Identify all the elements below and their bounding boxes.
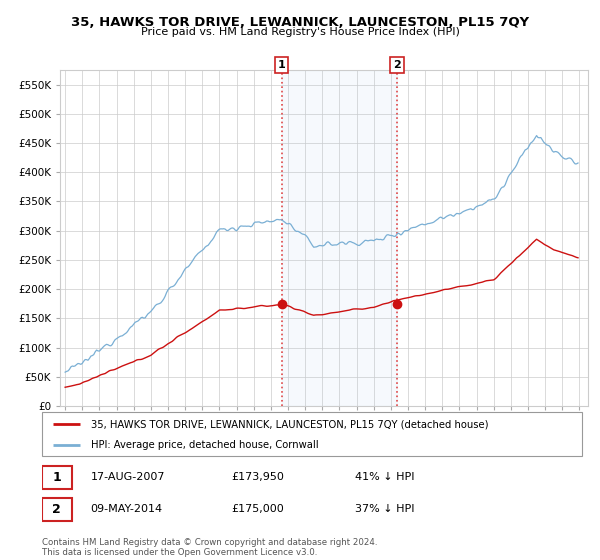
Text: 41% ↓ HPI: 41% ↓ HPI (355, 472, 415, 482)
FancyBboxPatch shape (42, 466, 72, 489)
Text: Price paid vs. HM Land Registry's House Price Index (HPI): Price paid vs. HM Land Registry's House … (140, 27, 460, 37)
Text: 35, HAWKS TOR DRIVE, LEWANNICK, LAUNCESTON, PL15 7QY: 35, HAWKS TOR DRIVE, LEWANNICK, LAUNCEST… (71, 16, 529, 29)
Text: 37% ↓ HPI: 37% ↓ HPI (355, 505, 415, 515)
FancyBboxPatch shape (42, 412, 582, 456)
Text: 1: 1 (278, 60, 286, 70)
Text: £175,000: £175,000 (231, 505, 284, 515)
Text: 09-MAY-2014: 09-MAY-2014 (91, 505, 163, 515)
Text: 17-AUG-2007: 17-AUG-2007 (91, 472, 165, 482)
Bar (281, 70, 397, 406)
Text: Contains HM Land Registry data © Crown copyright and database right 2024.
This d: Contains HM Land Registry data © Crown c… (42, 538, 377, 557)
FancyBboxPatch shape (42, 498, 72, 521)
Text: 2: 2 (393, 60, 401, 70)
Text: 2: 2 (52, 503, 61, 516)
Text: 35, HAWKS TOR DRIVE, LEWANNICK, LAUNCESTON, PL15 7QY (detached house): 35, HAWKS TOR DRIVE, LEWANNICK, LAUNCEST… (91, 419, 488, 429)
Text: HPI: Average price, detached house, Cornwall: HPI: Average price, detached house, Corn… (91, 440, 318, 450)
Text: £173,950: £173,950 (231, 472, 284, 482)
Text: 1: 1 (52, 471, 61, 484)
